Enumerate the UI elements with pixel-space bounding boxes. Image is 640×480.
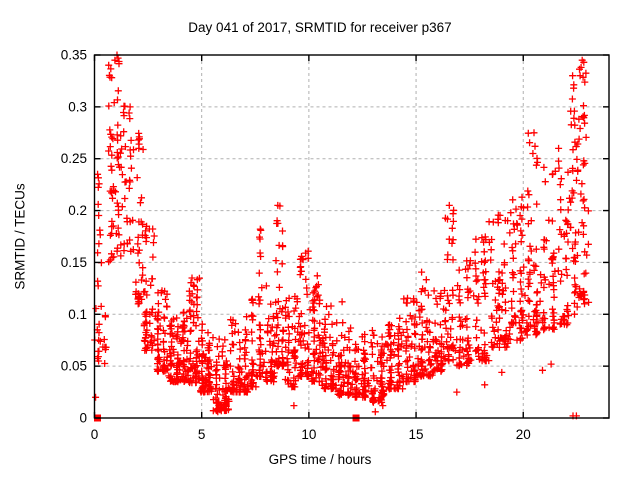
y-tick-label: 0.15 xyxy=(61,255,87,270)
x-tick-label: 15 xyxy=(409,427,424,442)
y-tick-label: 0.35 xyxy=(61,48,87,63)
y-tick-label: 0 xyxy=(79,411,87,426)
y-tick-label: 0.2 xyxy=(68,203,87,218)
chart-title: Day 041 of 2017, SRMTID for receiver p36… xyxy=(188,20,452,35)
x-tick-label: 5 xyxy=(198,427,206,442)
y-tick-label: 0.25 xyxy=(61,151,87,166)
y-axis-label: SRMTID / TECUs xyxy=(12,183,28,290)
x-tick-label: 10 xyxy=(301,427,316,442)
y-tick-label: 0.1 xyxy=(68,307,87,322)
scatter-points-series xyxy=(91,51,593,420)
x-tick-label: 0 xyxy=(91,427,99,442)
y-tick-label: 0.05 xyxy=(61,359,87,374)
x-axis-label: GPS time / hours xyxy=(268,452,372,467)
y-tick-label: 0.3 xyxy=(68,99,87,114)
x-tick-label: 20 xyxy=(516,427,531,442)
plot-border xyxy=(93,54,610,419)
